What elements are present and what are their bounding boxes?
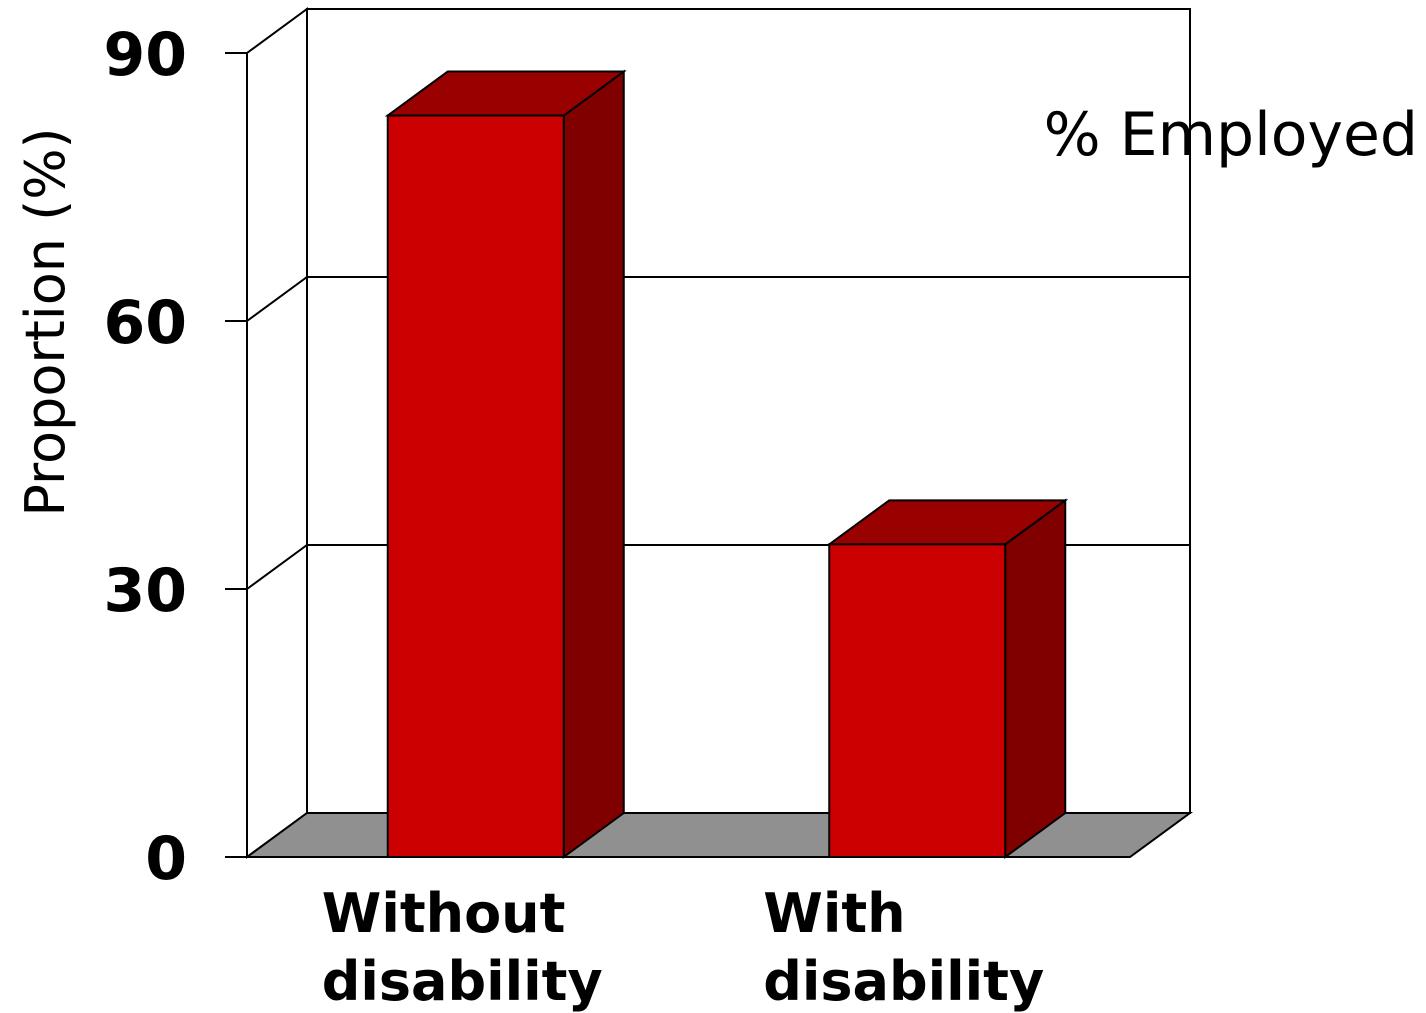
side-wall: [246, 7, 308, 859]
bar-side: [562, 69, 625, 859]
x-tick-label: With disability: [763, 882, 1044, 1013]
x-tick-label: Without disability: [322, 882, 603, 1013]
y-tick-label: 30: [104, 556, 188, 626]
bar: [384, 69, 627, 859]
y-axis-title: Proportion (%): [14, 127, 77, 516]
bars: [384, 69, 1069, 859]
gridline: [246, 276, 1190, 322]
x-axis-labels: Without disability With disability: [322, 882, 1044, 1013]
bar-front: [386, 114, 565, 859]
y-tick-label: 90: [104, 20, 188, 90]
y-axis: 0 30 60 90: [104, 20, 247, 894]
y-tick-label: 60: [104, 288, 188, 358]
y-tick-label: 0: [145, 824, 187, 894]
bar-side: [1004, 498, 1067, 859]
bar-front: [828, 543, 1007, 858]
bar: [826, 498, 1069, 859]
series-label: % Employed: [1044, 100, 1418, 170]
